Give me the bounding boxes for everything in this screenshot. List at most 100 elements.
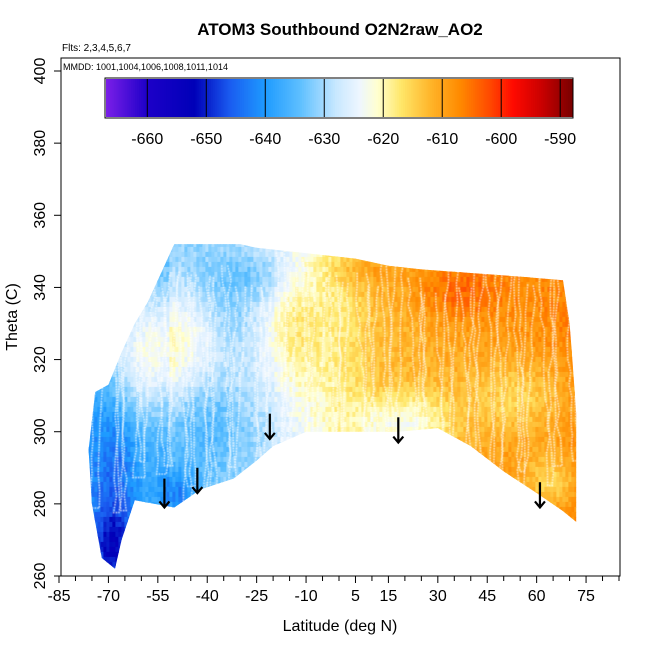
- flight-profile-line: [545, 258, 560, 487]
- colorbar-swatch: [274, 79, 278, 117]
- colorbar-swatch: [469, 79, 472, 117]
- colorbar-swatch: [313, 79, 317, 117]
- flight-profile-line: [226, 286, 246, 468]
- y-tick-label: 320: [32, 346, 49, 373]
- colorbar-tick-label: -660: [131, 131, 163, 148]
- colorbar-swatch: [284, 79, 288, 117]
- colorbar-swatch: [269, 79, 272, 117]
- y-tick-label: 400: [32, 58, 49, 85]
- colorbar-swatch: [172, 79, 175, 117]
- colorbar-swatch: [282, 79, 286, 117]
- x-tick-label: -25: [245, 588, 268, 605]
- x-tick-label: -10: [294, 588, 317, 605]
- colorbar-swatch: [546, 79, 550, 117]
- colorbar-swatch: [193, 79, 196, 117]
- colorbar-swatch: [175, 79, 179, 117]
- colorbar-swatch: [507, 79, 511, 117]
- colorbar-swatch: [484, 79, 488, 117]
- colorbar-swatch: [199, 79, 202, 117]
- colorbar-swatch: [154, 79, 157, 117]
- colorbar-swatch: [177, 79, 181, 117]
- colorbar-swatch: [208, 79, 212, 117]
- colorbar-swatch: [197, 79, 200, 117]
- colorbar-swatch: [383, 79, 387, 117]
- colorbar-swatch: [560, 79, 563, 117]
- colorbar-swatch: [218, 79, 222, 117]
- colorbar-swatch: [158, 79, 161, 117]
- colorbar-swatch: [131, 79, 134, 117]
- colorbar-swatch: [428, 79, 431, 117]
- colorbar-swatch: [156, 79, 159, 117]
- colorbar-tick-label: -640: [249, 131, 281, 148]
- colorbar-tick-label: -600: [485, 131, 517, 148]
- colorbar-tick-label: -610: [426, 131, 458, 148]
- x-tick-label: 45: [478, 588, 496, 605]
- colorbar-swatch: [133, 79, 136, 117]
- colorbar-swatch: [556, 79, 559, 117]
- x-tick-label: -70: [97, 588, 120, 605]
- colorbar-swatch: [150, 79, 154, 117]
- colorbar-swatch: [552, 79, 556, 117]
- colorbar-swatch: [542, 79, 546, 117]
- colorbar-swatch: [457, 79, 460, 117]
- colorbar-swatch: [393, 79, 396, 117]
- colorbar-swatch: [333, 79, 336, 117]
- flight-profile-line: [278, 267, 298, 480]
- colorbar-swatch: [245, 79, 249, 117]
- colorbar-swatch: [276, 79, 280, 117]
- colorbar-swatch: [467, 79, 470, 117]
- colorbar-swatch: [127, 79, 130, 117]
- colorbar-swatch: [362, 79, 365, 117]
- colorbar-swatch: [342, 79, 346, 117]
- marker-arrow: [191, 467, 204, 495]
- x-tick-label: 60: [528, 588, 546, 605]
- colorbar-swatch: [121, 79, 124, 117]
- colorbar-swatch: [238, 79, 241, 117]
- colorbar-swatch: [354, 79, 357, 117]
- x-tick-label: -40: [196, 588, 219, 605]
- colorbar-swatch: [502, 79, 505, 117]
- colorbar-swatch: [212, 79, 216, 117]
- colorbar-swatch: [187, 79, 190, 117]
- colorbar-swatch: [513, 79, 517, 117]
- colorbar-swatch: [247, 79, 251, 117]
- colorbar-swatch: [424, 79, 427, 117]
- colorbar-swatch: [439, 79, 443, 117]
- colorbar-swatch: [391, 79, 394, 117]
- colorbar-swatch: [183, 79, 187, 117]
- colorbar-swatch: [471, 79, 474, 117]
- colorbar-swatch: [568, 79, 571, 117]
- colorbar-swatch: [203, 79, 206, 117]
- colorbar-tick-label: -630: [308, 131, 340, 148]
- colorbar-swatch: [228, 79, 231, 117]
- arrow-layer: [158, 413, 546, 510]
- heatmap-field: [88, 244, 577, 569]
- colorbar-swatch: [465, 79, 468, 117]
- colorbar-swatch: [426, 79, 429, 117]
- y-tick-label: 300: [32, 418, 49, 445]
- colorbar-swatch: [249, 79, 253, 117]
- colorbar-swatch: [366, 79, 369, 117]
- colorbar-swatch: [525, 79, 528, 117]
- colorbar-swatch: [140, 79, 144, 117]
- colorbar-swatch: [181, 79, 185, 117]
- colorbar-swatch: [436, 79, 439, 117]
- colorbar-swatch: [173, 79, 177, 117]
- colorbar-swatch: [451, 79, 455, 117]
- colorbar-swatch: [350, 79, 354, 117]
- colorbar-swatch: [550, 79, 554, 117]
- colorbar-swatch: [344, 79, 348, 117]
- colorbar-swatch: [476, 79, 480, 117]
- colorbar-swatch: [329, 79, 332, 117]
- colorbar-swatch: [408, 79, 412, 117]
- colorbar-swatch: [463, 79, 466, 117]
- marker-arrow: [158, 478, 171, 510]
- colorbar-swatch: [278, 79, 282, 117]
- flight-profile-line: [538, 275, 563, 467]
- colorbar-swatch: [210, 79, 214, 117]
- y-tick-label: 360: [32, 202, 49, 229]
- colorbar-swatch: [535, 79, 538, 117]
- colorbar-swatch: [280, 79, 284, 117]
- y-tick-label: 260: [32, 563, 49, 590]
- colorbar-swatch: [504, 79, 507, 117]
